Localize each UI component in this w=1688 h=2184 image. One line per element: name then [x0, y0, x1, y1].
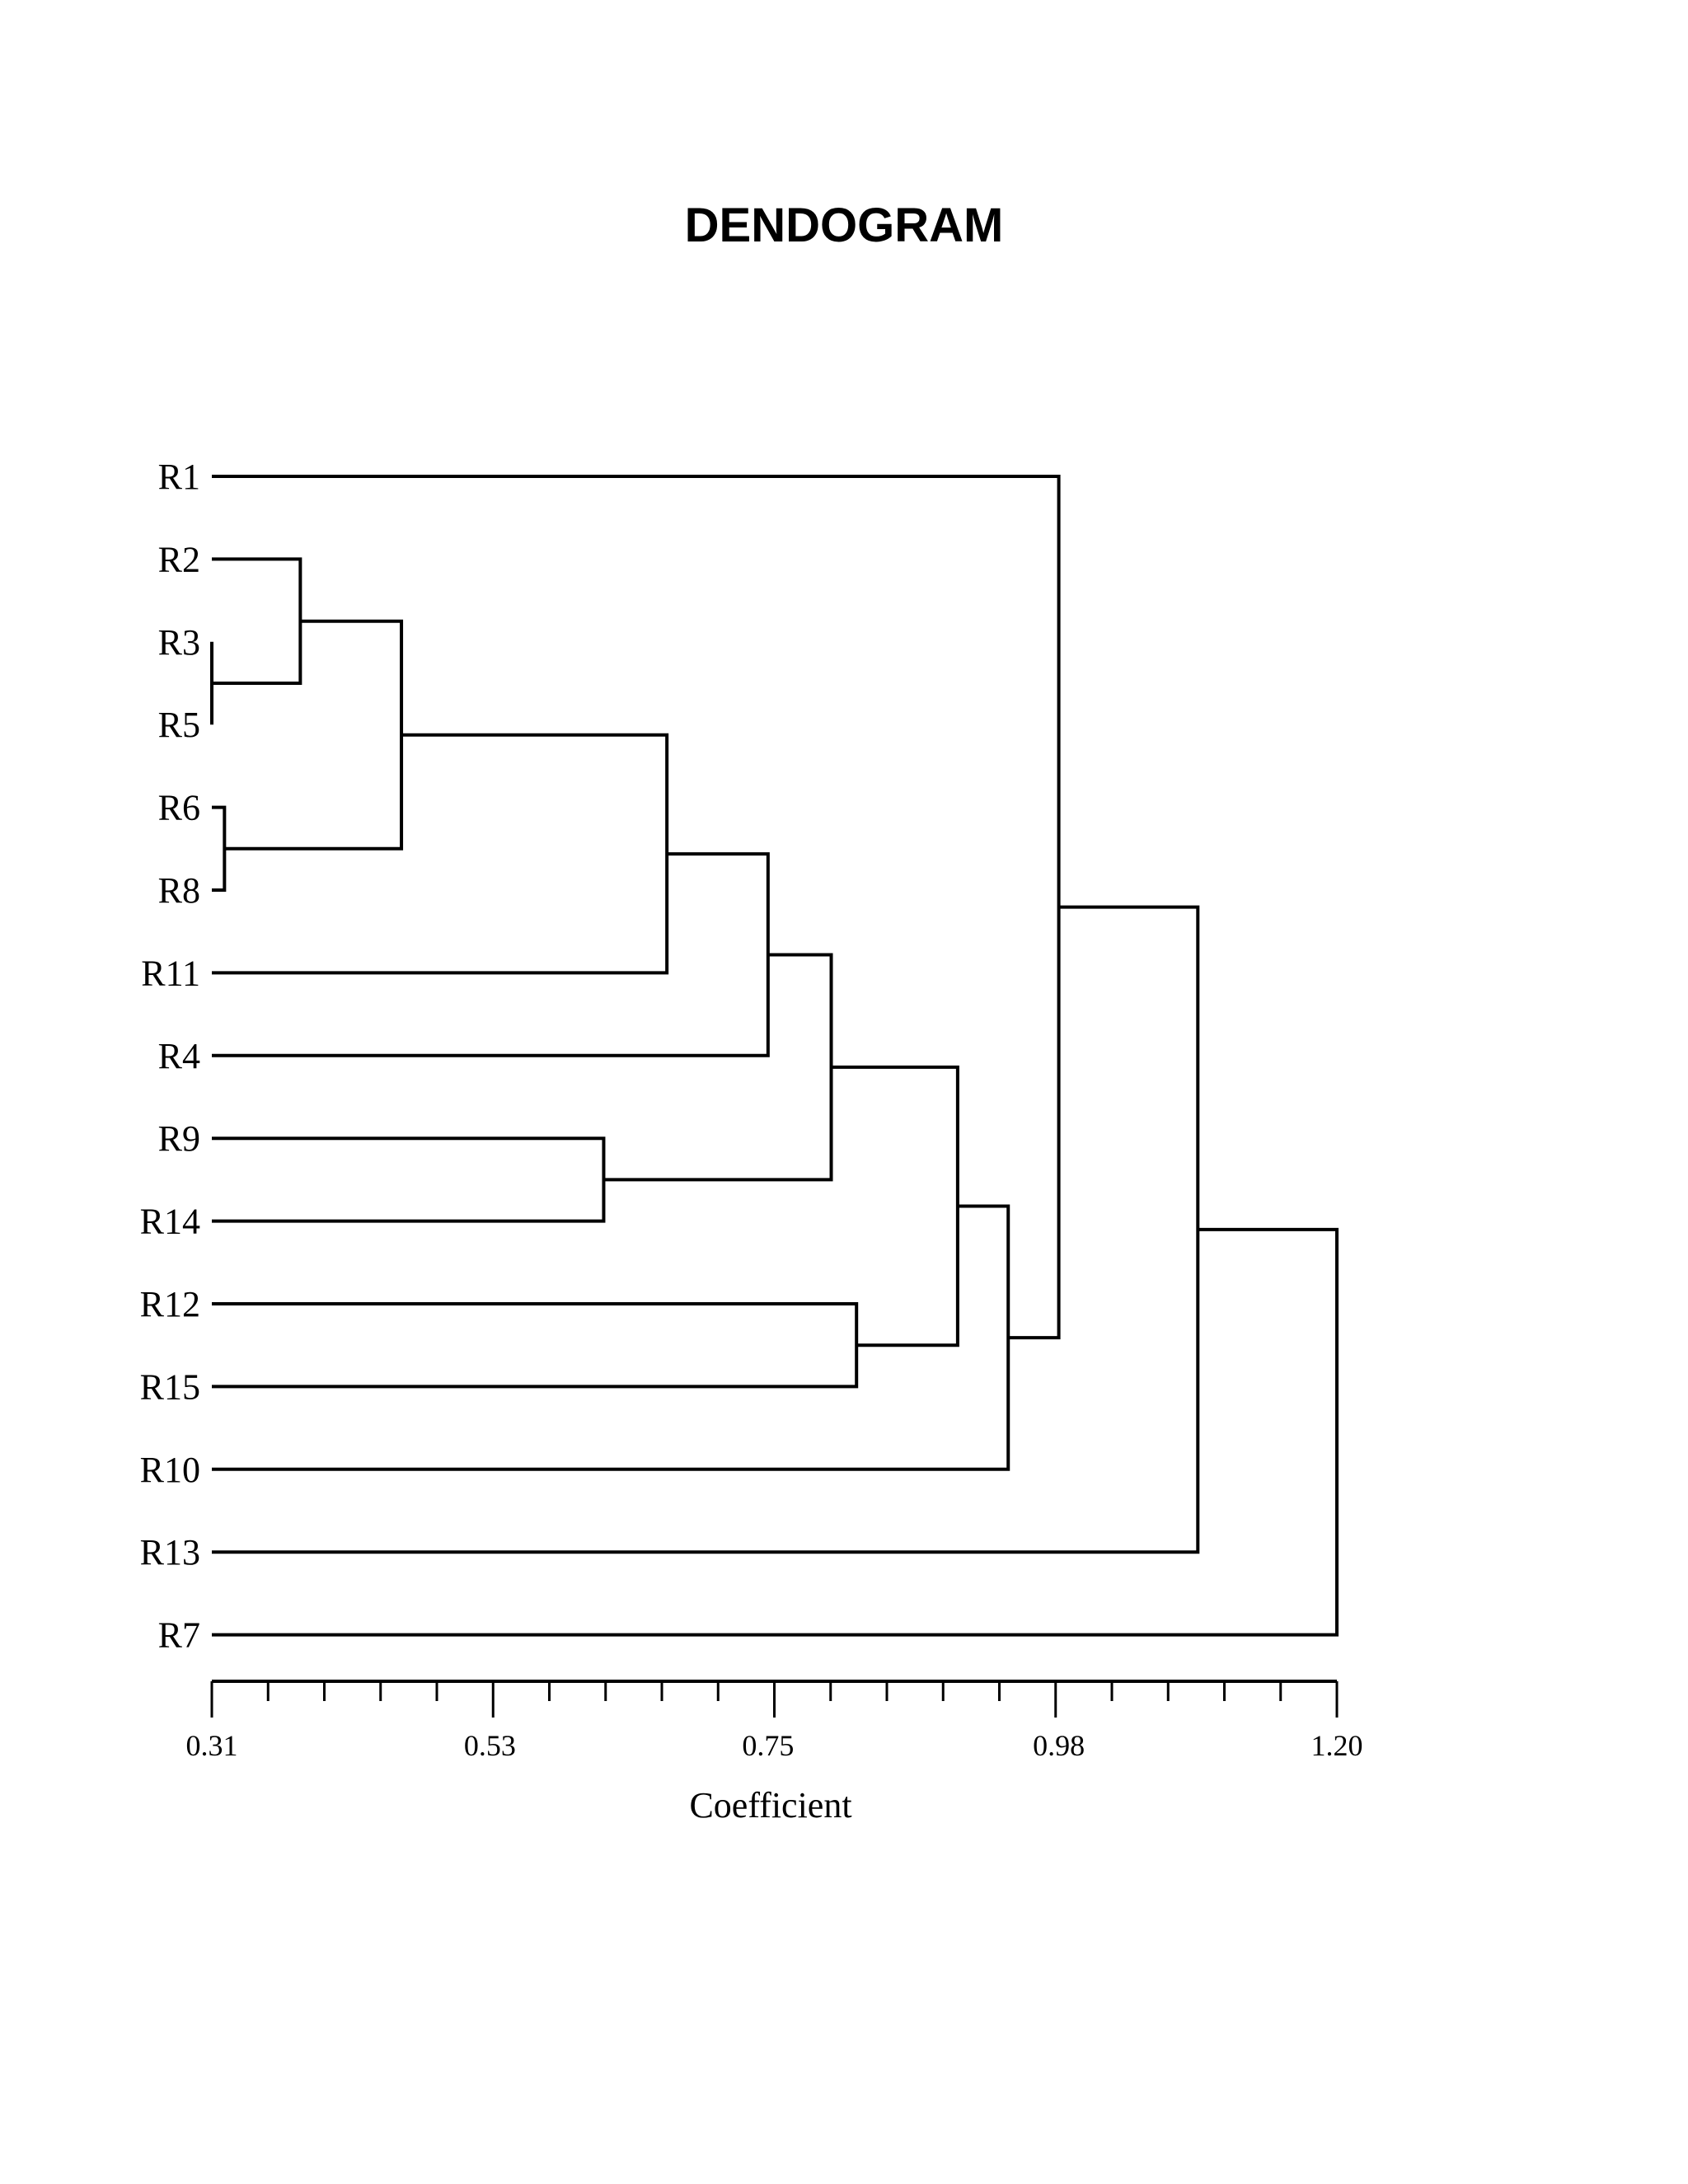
leaf-label: R13 — [140, 1532, 200, 1572]
x-tick-label: 1.20 — [1311, 1729, 1363, 1762]
leaf-label: R7 — [158, 1615, 200, 1656]
leaf-label: R8 — [158, 870, 200, 911]
merge-branch — [212, 1137, 606, 1223]
merge-branch — [212, 1227, 1339, 1637]
dendrogram-branches — [210, 475, 1339, 1637]
x-tick-label: 0.75 — [742, 1729, 794, 1762]
leaf-label: R6 — [158, 788, 200, 828]
merge-branch — [224, 619, 404, 851]
leaf-label: R9 — [158, 1118, 200, 1159]
merge-branch — [212, 905, 1200, 1554]
x-tick-label: 0.31 — [186, 1729, 238, 1762]
leaf-label: R14 — [140, 1202, 200, 1242]
merge-branch — [212, 852, 770, 1057]
x-axis-label: Coefficient — [689, 1785, 851, 1825]
merge-branch — [212, 1204, 1010, 1471]
merge-branch — [212, 1302, 859, 1389]
leaf-label: R2 — [158, 539, 200, 579]
leaf-label: R4 — [158, 1036, 200, 1076]
leaf-labels: R1 R2 R3 R5 R6 R8 R11 R4 R9 R14 R12 R15 R10 R13 R7 — [140, 457, 200, 1656]
chart-title: DENDOGRAM — [684, 199, 1004, 252]
leaf-label: R5 — [158, 705, 200, 745]
merge-branch — [212, 475, 1061, 1340]
leaf-label: R11 — [141, 953, 200, 993]
leaf-label: R15 — [140, 1366, 200, 1407]
leaf-label: R3 — [158, 622, 200, 663]
merge-branch — [603, 953, 833, 1182]
x-tick-label: 0.53 — [464, 1729, 516, 1762]
merge-branch — [212, 805, 227, 892]
merge-branch — [212, 733, 669, 975]
leaf-label: R10 — [140, 1450, 200, 1490]
x-tick-label: 0.98 — [1033, 1729, 1085, 1762]
merge-branch — [212, 557, 302, 685]
x-axis: 0.31 0.53 0.75 0.98 1.20 — [186, 1680, 1363, 1762]
leaf-label: R12 — [140, 1284, 200, 1324]
leaf-label: R1 — [158, 457, 200, 497]
